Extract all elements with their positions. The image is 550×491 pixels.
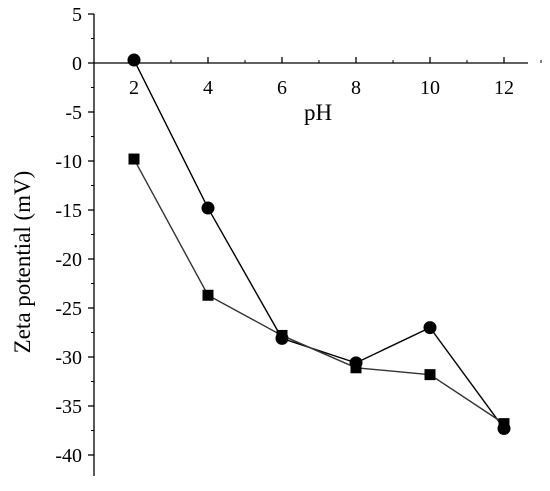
y-axis-title: Zeta potential (mV) [10, 171, 35, 354]
y-tick-label: -25 [55, 298, 82, 320]
x-tick-label: 8 [351, 77, 361, 99]
data-point-square [424, 369, 436, 381]
data-point-square [498, 418, 510, 430]
x-axis-title: pH [304, 100, 332, 125]
axes: 5 0 -5 -10 -15 -20 -25 -30 -35 -40 2 4 6 8 10 12 [55, 4, 542, 476]
y-tick-label: -35 [55, 396, 82, 418]
y-tick-label: -30 [55, 347, 82, 369]
data-point-circle [201, 201, 215, 215]
y-tick-label: -20 [55, 249, 82, 271]
y-tick-label: 5 [72, 4, 82, 26]
y-tick-label: 0 [72, 53, 82, 75]
x-tick-label: 2 [129, 77, 139, 99]
x-tick-label: 4 [203, 77, 213, 99]
series-layer [127, 53, 511, 436]
data-point-square [202, 289, 214, 301]
data-point-square [128, 153, 140, 165]
x-tick-label: 10 [420, 77, 440, 99]
y-tick-label: -5 [65, 102, 82, 124]
y-tick-label: -10 [55, 151, 82, 173]
series-line [133, 59, 505, 429]
x-tick-label: 6 [277, 77, 287, 99]
series-2 [128, 153, 510, 430]
series-line [133, 158, 505, 425]
data-point-square [350, 362, 362, 374]
y-tick-label: -15 [55, 200, 82, 222]
x-tick-label: 12 [494, 77, 514, 99]
data-point-circle [127, 53, 141, 67]
y-tick-label: -40 [55, 445, 82, 467]
data-point-square [276, 329, 288, 341]
data-point-circle [423, 321, 437, 335]
